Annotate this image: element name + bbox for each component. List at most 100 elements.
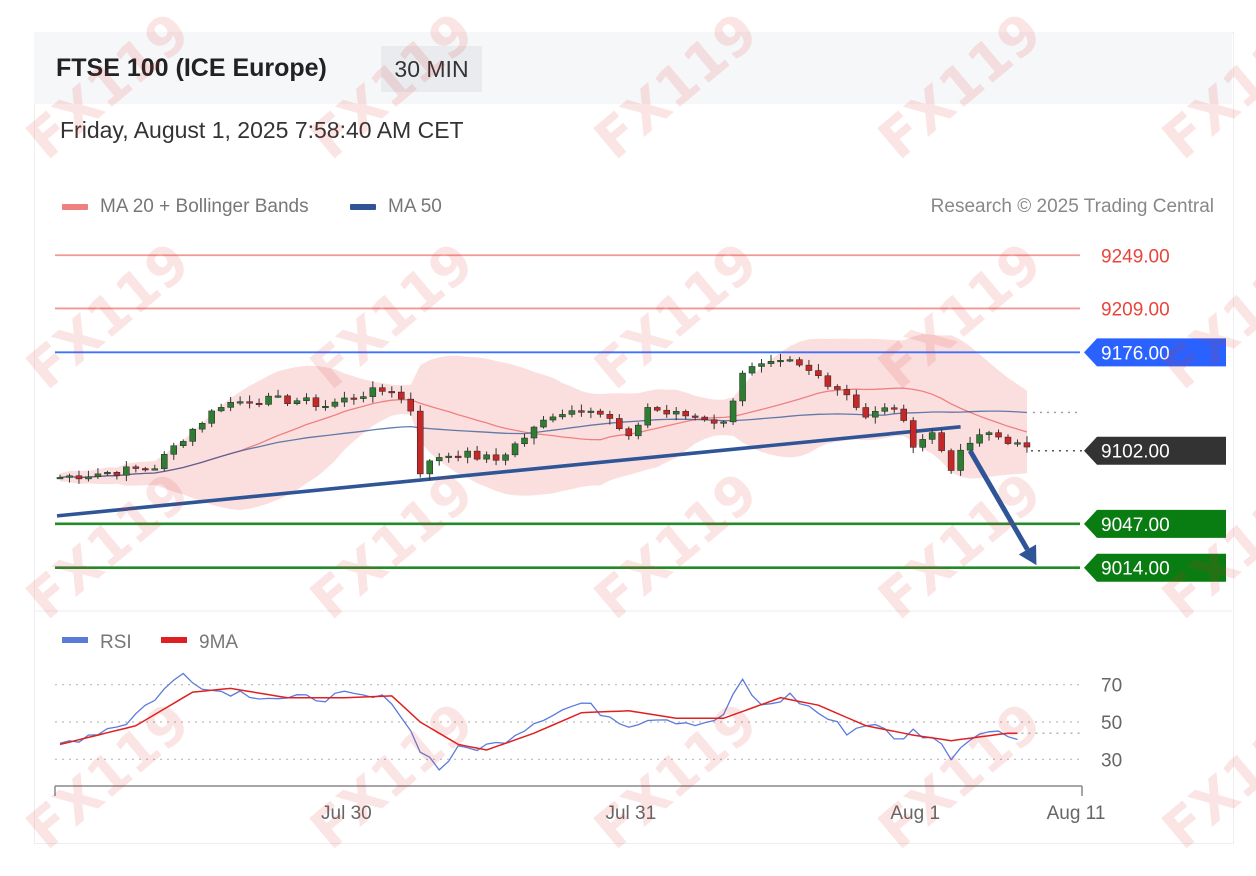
candle-body (492, 454, 500, 461)
timestamp: Friday, August 1, 2025 7:58:40 AM CET (60, 117, 464, 143)
candle-body (208, 410, 215, 424)
candle-body (284, 395, 291, 404)
candle-body (1004, 436, 1012, 444)
x-tick-label: Jul 30 (321, 803, 372, 824)
candle-body (805, 364, 813, 371)
candle-body (834, 386, 841, 390)
candle-body (909, 420, 917, 448)
rsi-tick-label: 50 (1101, 713, 1122, 734)
x-tick-label: Aug 1 (890, 803, 940, 824)
candle-body (957, 449, 964, 471)
legend-ma50-label: MA 50 (388, 196, 442, 217)
candle-body (919, 439, 926, 448)
candle-body (890, 407, 898, 410)
candle-body (341, 397, 348, 403)
candle-body (606, 414, 614, 419)
candle-body (985, 432, 993, 435)
candle-body (786, 359, 794, 362)
candle-body (720, 421, 727, 424)
level-label-0: 9249.00 (1101, 246, 1170, 267)
candle-body (265, 395, 272, 405)
candle-body (473, 450, 481, 460)
candle-body (426, 460, 433, 475)
candle-body (976, 434, 983, 444)
candle-body (862, 407, 870, 418)
watermark-text: FX119 (1151, 0, 1256, 171)
candle-body (464, 450, 471, 458)
candle-body (568, 410, 576, 415)
candle-body (85, 476, 92, 480)
candle-body (407, 398, 415, 412)
candle-body (312, 397, 320, 407)
candle-body (729, 400, 737, 423)
candle-body (179, 441, 187, 446)
projection-arrow-head (1018, 544, 1037, 566)
candle-body (132, 466, 140, 469)
instrument-title: FTSE 100 (ICE Europe) (56, 54, 327, 82)
candle-body (635, 424, 642, 437)
candle-body (255, 402, 263, 405)
level-tag-4 (1084, 509, 1226, 538)
candle-body (161, 454, 168, 469)
ma20-swatch-icon (62, 204, 88, 210)
candle-body (227, 402, 234, 408)
candle-body (1023, 442, 1031, 448)
rsi-legend: RSI 9MA (62, 632, 238, 653)
candle-body (540, 419, 547, 428)
candle-body (710, 419, 718, 424)
timeframe-badge[interactable]: 30 MIN (381, 46, 482, 92)
watermark-text: FX119 (15, 460, 202, 631)
research-credit: Research © 2025 Trading Central (930, 196, 1214, 217)
candle-body (549, 416, 557, 421)
candle-body (767, 361, 775, 364)
candle-body (938, 432, 945, 451)
candle-body (900, 408, 907, 421)
candle-body (246, 401, 253, 404)
candle-body (1014, 442, 1021, 445)
candle-body (303, 397, 310, 401)
candle-body (236, 401, 244, 404)
candle-body (530, 426, 538, 439)
candle-body (398, 391, 405, 400)
legend-ma50: MA 50 (350, 196, 442, 218)
level-label-2: 9176.00 (1101, 343, 1170, 364)
chart-header (34, 32, 1232, 104)
watermark-text: FX119 (1151, 460, 1256, 631)
candle-body (578, 410, 585, 413)
candle-body (701, 416, 708, 420)
candle-body (198, 423, 206, 430)
rsi-line (59, 672, 1018, 771)
candle-body (483, 454, 490, 460)
ma50-swatch-icon (350, 204, 376, 210)
level-label-3: 9102.00 (1101, 442, 1170, 463)
candle-body (777, 360, 784, 363)
candle-body (331, 401, 339, 407)
watermark-text: FX119 (299, 460, 486, 631)
candle-body (843, 389, 851, 396)
candle-body (691, 415, 699, 418)
rsi-ma-swatch-icon (161, 637, 187, 643)
candle-body (123, 466, 130, 476)
level-tag-2 (1084, 338, 1226, 367)
candle-body (56, 477, 64, 480)
rsi-swatch-icon (62, 637, 88, 643)
candle-body (350, 397, 358, 400)
candle-body (815, 370, 822, 377)
candle-body (502, 454, 509, 461)
watermark-text: FX119 (15, 690, 202, 861)
candle-body (682, 411, 689, 417)
candle-body (653, 407, 661, 411)
watermark-text: FX119 (15, 0, 202, 171)
candle-body (995, 432, 1002, 438)
rsi-ma-legend-label: 9MA (199, 632, 238, 653)
candle-body (511, 443, 519, 456)
candle-body (748, 366, 756, 374)
candle-body (75, 475, 83, 480)
x-tick-label: Jul 31 (605, 803, 656, 824)
candle-body (597, 410, 604, 415)
legend-ma20: MA 20 + Bollinger Bands (62, 196, 309, 218)
candle-body (853, 394, 860, 408)
candles (56, 353, 1031, 484)
rsi-tick-label: 30 (1101, 750, 1122, 771)
